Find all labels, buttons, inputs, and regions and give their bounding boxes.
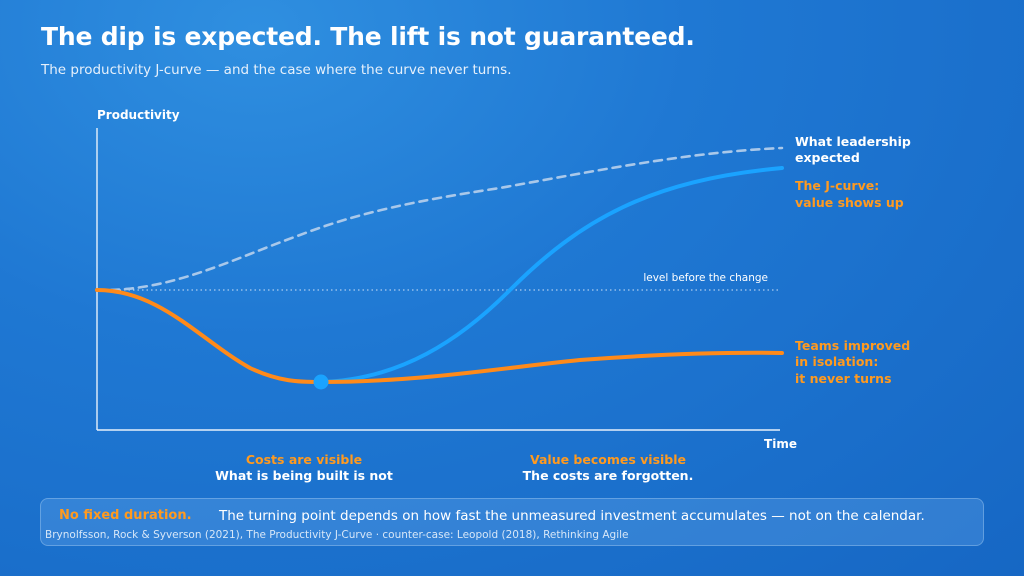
y-axis-label: Productivity — [97, 108, 180, 122]
expected-label: What leadership expected — [795, 134, 915, 165]
expected-label-line-2: expected — [795, 150, 860, 165]
jcurve-label-line-1: The J-curve: — [795, 178, 879, 193]
footer-text: The turning point depends on how fast th… — [219, 508, 925, 524]
expected-label-line-1: What leadership — [795, 134, 911, 149]
x-axis-label: Time — [764, 437, 797, 451]
phase-note-costs-text: What is being built is not — [215, 468, 393, 483]
jcurve-label: The J-curve: value shows up — [795, 178, 904, 210]
isolation-label-line-3: it never turns — [795, 371, 892, 386]
footer-callout: No fixed duration. The turning point dep… — [40, 498, 984, 546]
footer-source: Brynolfsson, Rock & Syverson (2021), The… — [45, 529, 629, 541]
expected-curve — [95, 146, 784, 292]
baseline-label: level before the change — [643, 272, 768, 284]
turning-point-marker — [313, 374, 329, 390]
phase-note-value: Value becomes visible The costs are forg… — [508, 452, 708, 484]
isolation-label-line-1: Teams improved — [795, 338, 910, 353]
phase-note-costs: Costs are visible What is being built is… — [204, 452, 404, 484]
footer-highlight: No fixed duration. — [59, 508, 192, 523]
isolation-curve — [95, 288, 784, 385]
isolation-label: Teams improved in isolation: it never tu… — [795, 338, 915, 386]
page-subtitle: The productivity J-curve — and the case … — [41, 62, 512, 78]
page-title: The dip is expected. The lift is not gua… — [41, 22, 695, 51]
j-curve-line — [318, 166, 784, 384]
phase-note-value-text: The costs are forgotten. — [522, 468, 694, 483]
isolation-label-line-2: in isolation: — [795, 354, 878, 369]
phase-note-value-highlight: Value becomes visible — [529, 452, 687, 467]
phase-note-costs-highlight: Costs are visible — [245, 452, 363, 467]
jcurve-label-line-2: value shows up — [795, 195, 904, 210]
